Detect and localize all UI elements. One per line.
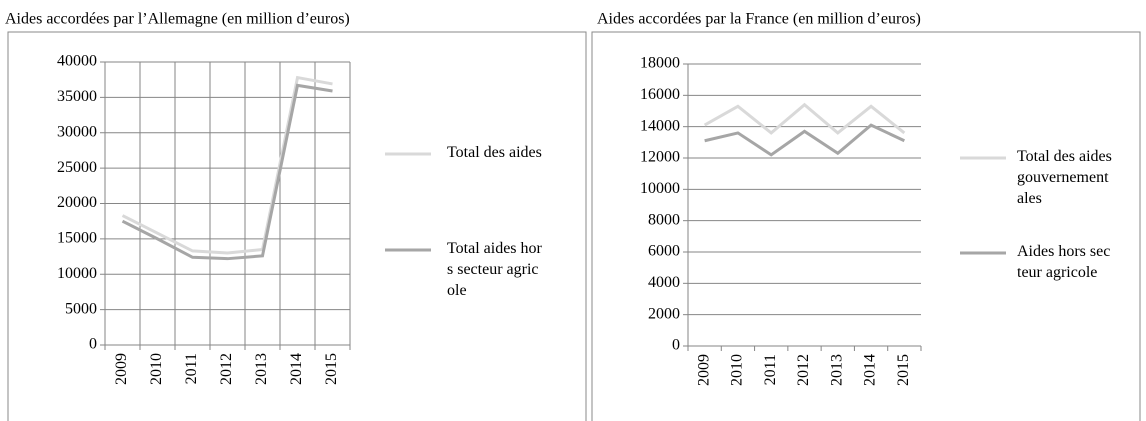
x-tick-label: 2009	[113, 353, 130, 385]
series-line	[704, 123, 905, 157]
legend-label: Aides hors secteur agricole	[1017, 243, 1111, 281]
x-tick-label: 2010	[148, 353, 165, 385]
x-tick-label: 2013	[253, 353, 270, 385]
frame	[7, 31, 587, 421]
x-tick-label: 2012	[218, 353, 235, 385]
y-tick-label: 20000	[57, 194, 97, 211]
frame	[591, 31, 1141, 421]
y-tick-label: 35000	[57, 88, 97, 105]
legend-label: Total des aides	[447, 144, 542, 161]
y-tick-label: 40000	[57, 53, 97, 70]
x-tick-label: 2010	[729, 354, 746, 386]
y-tick-label: 4000	[648, 274, 680, 291]
legend-label: Total aides hors secteur agricole	[447, 240, 542, 299]
chart-title: Aides accordées par la France (en millio…	[597, 11, 921, 28]
y-tick-label: 12000	[640, 149, 680, 166]
y-tick-label: 6000	[648, 243, 680, 260]
y-tick-label: 8000	[648, 211, 680, 228]
x-tick-label: 2015	[323, 353, 340, 385]
series-line	[121, 83, 333, 261]
chart-title: Aides accordées par l’Allemagne (en mill…	[5, 11, 350, 28]
series-line	[703, 102, 906, 135]
y-tick-label: 5000	[65, 300, 97, 317]
y-tick-label: 18000	[640, 55, 680, 72]
y-tick-label: 30000	[57, 123, 97, 140]
x-tick-label: 2011	[183, 353, 200, 384]
y-tick-label: 0	[89, 336, 97, 353]
y-tick-label: 10000	[57, 265, 97, 282]
y-tick-label: 15000	[57, 230, 97, 247]
y-tick-label: 14000	[640, 117, 680, 134]
x-tick-label: 2014	[862, 354, 879, 386]
x-tick-label: 2009	[695, 354, 712, 386]
x-tick-label: 2013	[828, 354, 845, 386]
x-tick-label: 2011	[762, 354, 779, 385]
series-line	[121, 75, 333, 255]
x-tick-label: 2012	[795, 354, 812, 386]
y-tick-label: 16000	[640, 86, 680, 103]
y-tick-label: 0	[672, 337, 680, 354]
x-tick-label: 2015	[895, 354, 912, 386]
legend-label: Total des aides gouvernementales	[1017, 148, 1112, 207]
y-tick-label: 2000	[648, 305, 680, 322]
y-tick-label: 10000	[640, 180, 680, 197]
x-tick-label: 2014	[288, 353, 305, 385]
y-tick-label: 25000	[57, 159, 97, 176]
